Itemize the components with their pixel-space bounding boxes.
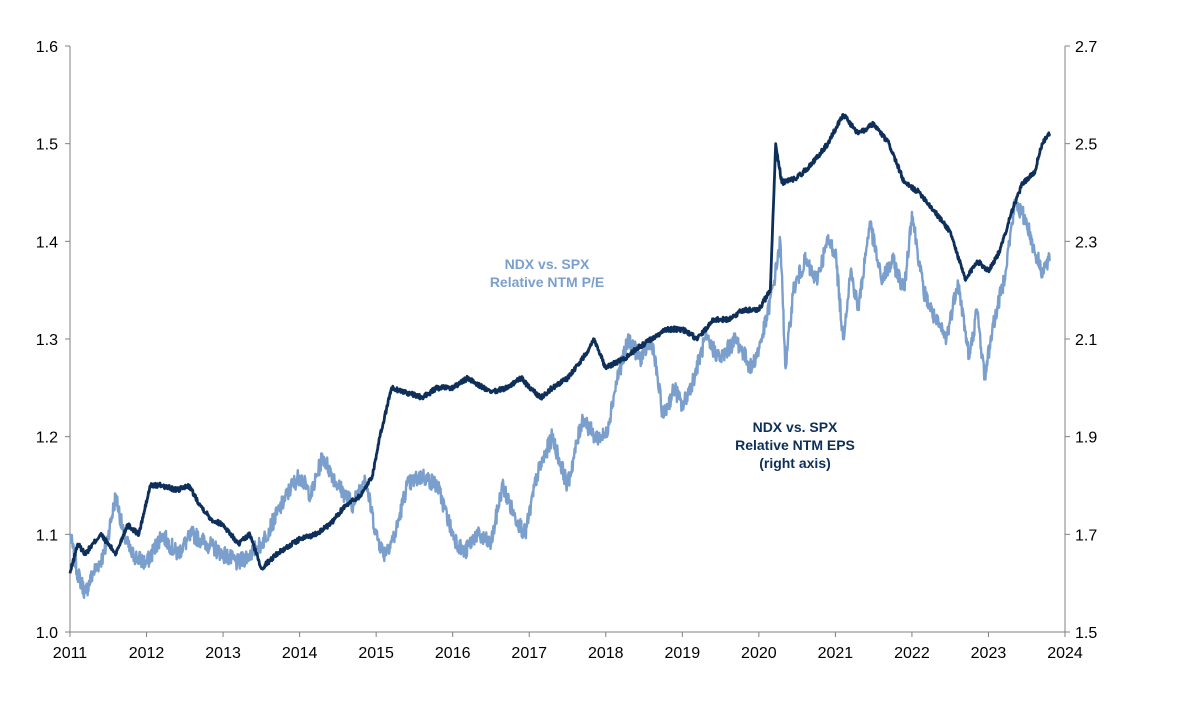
pe-annotation-line-1: NDX vs. SPX <box>505 256 590 272</box>
x-tick-label: 2017 <box>511 645 547 662</box>
y-left-tick-label: 1.2 <box>36 430 58 447</box>
pe-annotation-line-2: Relative NTM P/E <box>490 274 604 290</box>
x-tick-label: 2011 <box>53 645 88 662</box>
y-left-tick-label: 1.0 <box>36 625 58 642</box>
y-right-tick-label: 2.1 <box>1075 332 1097 349</box>
x-tick-label: 2018 <box>588 645 624 662</box>
y-right-tick-label: 2.5 <box>1075 137 1097 154</box>
x-tick-label: 2019 <box>665 645 701 662</box>
x-tick-label: 2023 <box>971 645 1007 662</box>
x-tick-label: 2016 <box>435 645 471 662</box>
y-right-tick-label: 2.3 <box>1075 234 1097 251</box>
y-right-tick-label: 1.7 <box>1075 527 1097 544</box>
x-tick-label: 2024 <box>1047 645 1083 662</box>
x-tick-label: 2021 <box>818 645 854 662</box>
pe-series-line <box>69 198 1051 599</box>
eps-annotation-line-3: (right axis) <box>759 455 831 471</box>
y-left-tick-label: 1.1 <box>36 527 58 544</box>
x-tick-label: 2015 <box>358 645 394 662</box>
axes-group: 1.0 1.1 1.2 1.3 1.4 1.5 1.6 1.5 1.7 1.9 2.1 2.3 2.5 2… <box>36 39 1098 662</box>
y-left-tick-label: 1.6 <box>36 39 58 56</box>
y-left-tick-label: 1.3 <box>36 332 58 349</box>
series-group <box>68 113 1052 599</box>
eps-annotation-line-1: NDX vs. SPX <box>753 419 838 435</box>
eps-annotation-line-2: Relative NTM EPS <box>735 437 855 453</box>
x-tick-label: 2014 <box>282 645 318 662</box>
x-tick-label: 2022 <box>894 645 930 662</box>
y-left-tick-label: 1.4 <box>36 234 58 251</box>
eps-series-line <box>68 113 1052 574</box>
x-tick-label: 2012 <box>129 645 165 662</box>
y-right-tick-label: 1.5 <box>1075 625 1097 642</box>
y-right-tick-label: 1.9 <box>1075 430 1097 447</box>
y-left-tick-label: 1.5 <box>36 137 58 154</box>
x-tick-label: 2020 <box>741 645 777 662</box>
y-right-tick-label: 2.7 <box>1075 39 1097 56</box>
x-tick-label: 2013 <box>205 645 241 662</box>
